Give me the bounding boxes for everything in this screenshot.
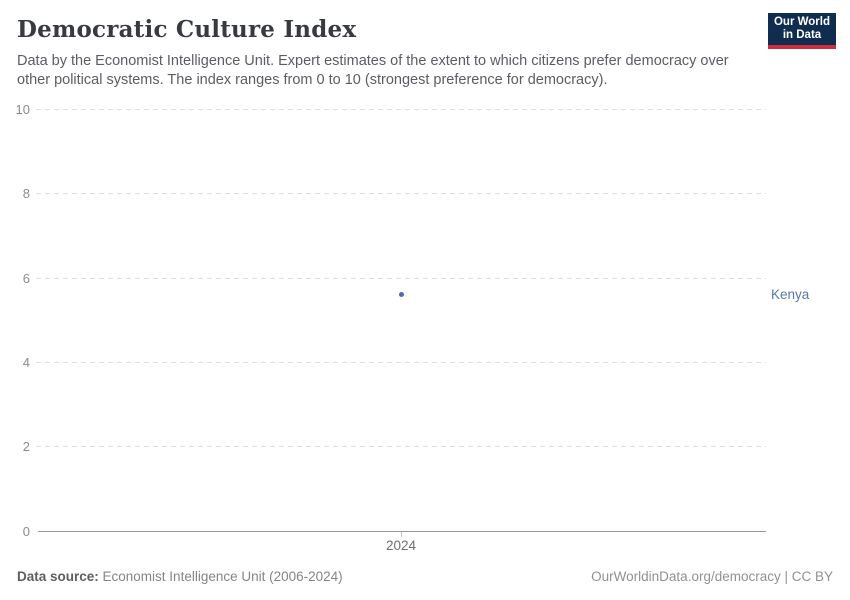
entity-label-kenya[interactable]: Kenya	[771, 287, 810, 302]
y-tick-label: 8	[22, 186, 30, 201]
owid-credit-link[interactable]: OurWorldinData.org/democracy | CC BY	[591, 569, 833, 584]
gridline	[36, 278, 766, 279]
gridline	[36, 193, 766, 194]
gridline	[36, 446, 766, 447]
owid-logo-line1: Our World	[773, 16, 830, 28]
gridline	[36, 109, 766, 110]
y-tick-label: 4	[22, 355, 30, 370]
data-source-text: Economist Intelligence Unit (2006-2024)	[98, 569, 343, 584]
x-axis-line	[38, 531, 766, 532]
chart-subtitle: Data by the Economist Intelligence Unit.…	[17, 53, 729, 88]
x-tick-label: 2024	[385, 538, 417, 553]
data-source-label: Data source:	[17, 569, 99, 584]
owid-logo-line2: in Data	[782, 29, 822, 41]
y-tick-label: 6	[22, 271, 30, 286]
owid-logo[interactable]: Our World in Data	[768, 13, 836, 49]
page-title: Democratic Culture Index	[17, 16, 357, 43]
data-source-note: Data source: Economist Intelligence Unit…	[17, 569, 343, 584]
x-tick-mark	[401, 532, 402, 537]
y-tick-label: 0	[22, 524, 30, 539]
gridline	[36, 362, 766, 363]
y-tick-label: 10	[15, 102, 30, 117]
data-point-kenya-2024[interactable]	[398, 291, 404, 297]
y-tick-label: 2	[22, 439, 30, 454]
